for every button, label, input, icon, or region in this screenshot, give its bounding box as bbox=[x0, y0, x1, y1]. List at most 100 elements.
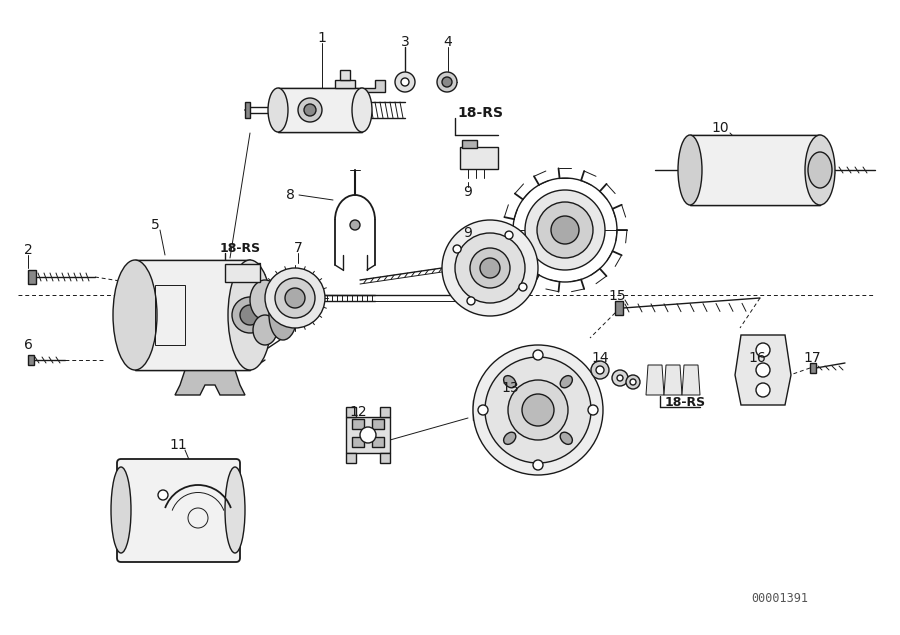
Ellipse shape bbox=[467, 297, 475, 305]
Ellipse shape bbox=[617, 375, 623, 381]
Ellipse shape bbox=[442, 77, 452, 87]
Ellipse shape bbox=[485, 357, 591, 463]
Ellipse shape bbox=[352, 88, 372, 132]
Text: 5: 5 bbox=[150, 218, 159, 232]
Text: 18-RS: 18-RS bbox=[220, 241, 261, 255]
Ellipse shape bbox=[269, 290, 297, 340]
Ellipse shape bbox=[533, 350, 543, 360]
Ellipse shape bbox=[522, 394, 554, 426]
Ellipse shape bbox=[111, 467, 131, 553]
Bar bbox=[346, 453, 356, 463]
Ellipse shape bbox=[455, 233, 525, 303]
Ellipse shape bbox=[478, 405, 488, 415]
Ellipse shape bbox=[756, 363, 770, 377]
Polygon shape bbox=[646, 365, 664, 395]
Ellipse shape bbox=[508, 380, 568, 440]
Bar bbox=[135, 260, 250, 370]
Ellipse shape bbox=[756, 343, 770, 357]
Bar bbox=[372, 419, 384, 429]
Bar bbox=[352, 437, 364, 447]
Text: 15: 15 bbox=[608, 289, 626, 303]
Bar bbox=[346, 417, 390, 453]
Text: 7: 7 bbox=[293, 241, 302, 255]
Ellipse shape bbox=[285, 288, 305, 308]
Ellipse shape bbox=[612, 370, 628, 386]
Bar bbox=[28, 355, 34, 365]
Ellipse shape bbox=[401, 78, 409, 86]
Text: 17: 17 bbox=[803, 351, 821, 365]
Bar bbox=[335, 80, 355, 88]
Text: 18-RS: 18-RS bbox=[664, 396, 706, 408]
Bar bbox=[372, 437, 384, 447]
Text: 1: 1 bbox=[318, 31, 327, 45]
Ellipse shape bbox=[473, 345, 603, 475]
Bar bbox=[690, 135, 820, 205]
Bar bbox=[460, 147, 498, 169]
Ellipse shape bbox=[158, 490, 168, 500]
Ellipse shape bbox=[504, 376, 516, 388]
Text: 2: 2 bbox=[23, 243, 32, 257]
Bar bbox=[462, 140, 477, 148]
Bar bbox=[225, 264, 260, 282]
Text: 6: 6 bbox=[23, 338, 32, 352]
Bar bbox=[28, 270, 36, 284]
Ellipse shape bbox=[630, 379, 636, 385]
Ellipse shape bbox=[350, 220, 360, 230]
Ellipse shape bbox=[551, 216, 579, 244]
Polygon shape bbox=[175, 370, 245, 395]
Text: 11: 11 bbox=[169, 438, 187, 452]
Ellipse shape bbox=[756, 383, 770, 397]
Ellipse shape bbox=[265, 268, 325, 328]
FancyBboxPatch shape bbox=[117, 459, 240, 562]
Ellipse shape bbox=[533, 460, 543, 470]
Ellipse shape bbox=[113, 260, 157, 370]
Ellipse shape bbox=[626, 375, 640, 389]
Ellipse shape bbox=[808, 152, 832, 188]
Ellipse shape bbox=[480, 258, 500, 278]
Ellipse shape bbox=[253, 315, 277, 345]
Ellipse shape bbox=[304, 104, 316, 116]
Ellipse shape bbox=[519, 283, 526, 291]
Bar bbox=[380, 453, 390, 463]
Bar bbox=[340, 70, 350, 80]
Ellipse shape bbox=[678, 135, 702, 205]
Ellipse shape bbox=[525, 190, 605, 270]
Ellipse shape bbox=[560, 376, 572, 388]
Ellipse shape bbox=[591, 361, 609, 379]
Ellipse shape bbox=[805, 135, 835, 205]
Ellipse shape bbox=[505, 231, 513, 239]
Ellipse shape bbox=[360, 427, 376, 443]
Polygon shape bbox=[362, 80, 385, 92]
Text: 13: 13 bbox=[501, 381, 518, 395]
Ellipse shape bbox=[560, 432, 572, 444]
Polygon shape bbox=[735, 335, 791, 405]
Ellipse shape bbox=[228, 260, 272, 370]
Ellipse shape bbox=[437, 72, 457, 92]
Ellipse shape bbox=[453, 245, 461, 253]
Bar bbox=[245, 102, 250, 118]
Ellipse shape bbox=[470, 248, 510, 288]
Ellipse shape bbox=[298, 98, 322, 122]
Text: 00001391: 00001391 bbox=[752, 591, 808, 605]
Bar bbox=[278, 88, 362, 132]
Polygon shape bbox=[664, 365, 682, 395]
Ellipse shape bbox=[275, 278, 315, 318]
Ellipse shape bbox=[250, 280, 280, 320]
Ellipse shape bbox=[588, 405, 598, 415]
Text: 4: 4 bbox=[444, 35, 453, 49]
Bar bbox=[380, 407, 390, 417]
Text: 18-RS: 18-RS bbox=[457, 106, 503, 120]
Text: 16: 16 bbox=[748, 351, 766, 365]
Polygon shape bbox=[682, 365, 700, 395]
Text: 8: 8 bbox=[285, 188, 294, 202]
Bar bbox=[810, 363, 816, 373]
Text: 10: 10 bbox=[711, 121, 729, 135]
Text: 9: 9 bbox=[464, 185, 472, 199]
Ellipse shape bbox=[442, 220, 538, 316]
Bar bbox=[352, 419, 364, 429]
Ellipse shape bbox=[596, 366, 604, 374]
Ellipse shape bbox=[395, 72, 415, 92]
Text: 3: 3 bbox=[400, 35, 410, 49]
Text: 12: 12 bbox=[349, 405, 367, 419]
Ellipse shape bbox=[504, 432, 516, 444]
